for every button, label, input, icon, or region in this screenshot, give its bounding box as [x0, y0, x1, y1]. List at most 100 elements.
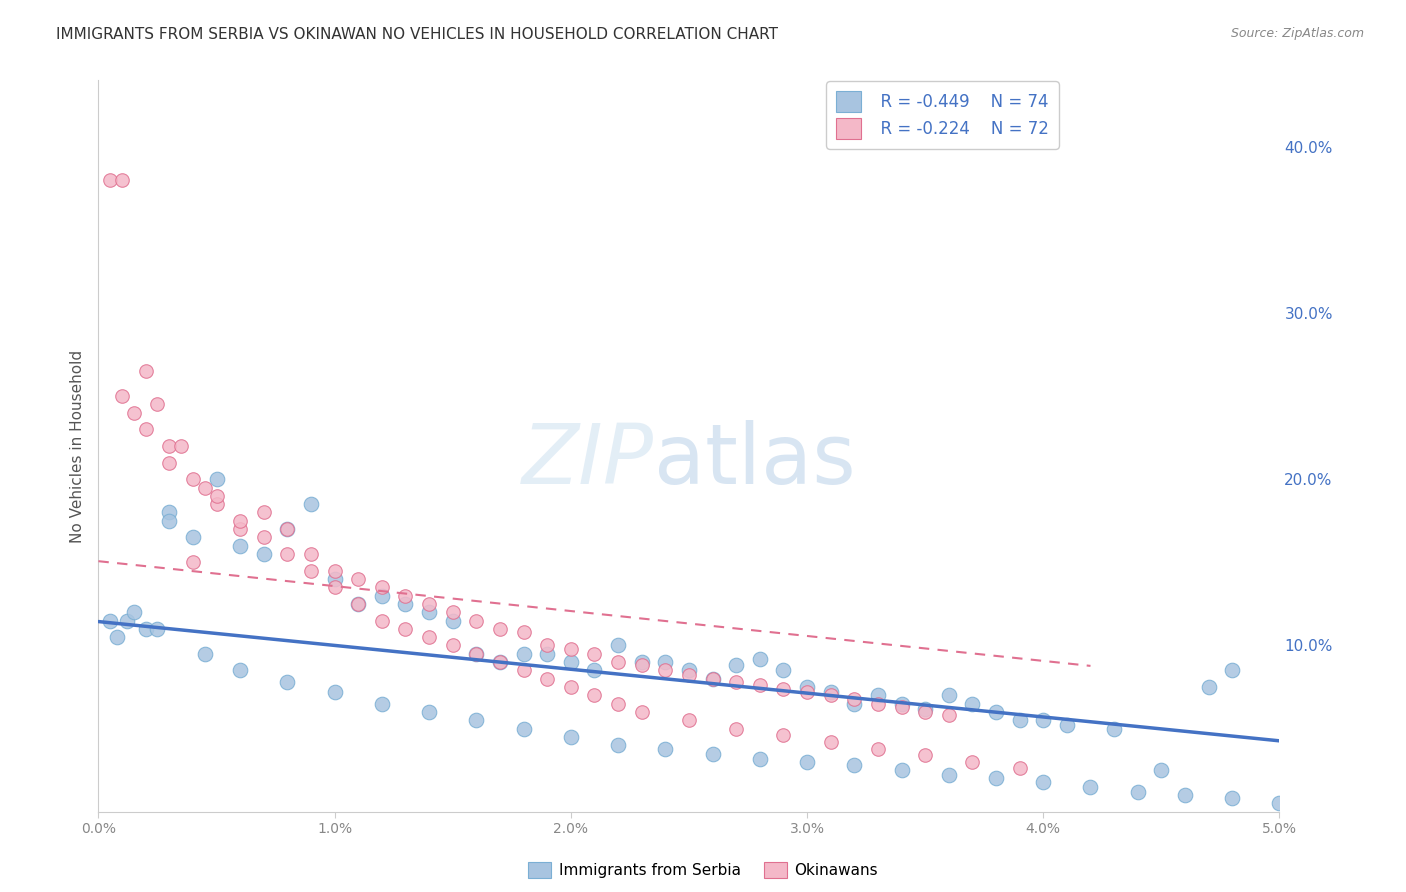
- Point: [371, 697, 394, 711]
- Point: [122, 605, 145, 619]
- Point: [748, 678, 770, 692]
- Point: [146, 397, 169, 411]
- Point: [607, 639, 630, 653]
- Point: [122, 406, 145, 420]
- Point: [489, 655, 512, 669]
- Point: [111, 173, 134, 187]
- Point: [844, 758, 866, 772]
- Point: [489, 622, 512, 636]
- Point: [441, 614, 464, 628]
- Point: [630, 705, 652, 719]
- Point: [205, 497, 228, 511]
- Point: [465, 647, 488, 661]
- Point: [135, 622, 157, 636]
- Point: [560, 641, 582, 656]
- Point: [418, 597, 440, 611]
- Point: [276, 522, 298, 536]
- Point: [844, 691, 866, 706]
- Point: [394, 622, 416, 636]
- Point: [536, 672, 558, 686]
- Point: [157, 439, 180, 453]
- Point: [607, 697, 630, 711]
- Point: [1056, 718, 1078, 732]
- Point: [323, 580, 346, 594]
- Point: [299, 547, 322, 561]
- Point: [962, 697, 984, 711]
- Point: [111, 389, 134, 403]
- Point: [630, 658, 652, 673]
- Point: [157, 506, 180, 520]
- Point: [299, 497, 322, 511]
- Point: [938, 708, 960, 723]
- Point: [725, 675, 748, 690]
- Point: [560, 730, 582, 744]
- Point: [1032, 714, 1054, 728]
- Point: [796, 680, 818, 694]
- Point: [489, 655, 512, 669]
- Point: [135, 422, 157, 436]
- Point: [820, 685, 842, 699]
- Point: [323, 564, 346, 578]
- Text: Source: ZipAtlas.com: Source: ZipAtlas.com: [1230, 27, 1364, 40]
- Point: [394, 589, 416, 603]
- Point: [1008, 762, 1031, 776]
- Point: [512, 625, 534, 640]
- Point: [702, 747, 724, 761]
- Point: [702, 672, 724, 686]
- Point: [654, 664, 676, 678]
- Point: [844, 697, 866, 711]
- Point: [748, 652, 770, 666]
- Point: [371, 614, 394, 628]
- Point: [1220, 791, 1243, 805]
- Point: [512, 647, 534, 661]
- Point: [914, 748, 936, 763]
- Point: [607, 738, 630, 752]
- Point: [194, 647, 217, 661]
- Point: [583, 664, 606, 678]
- Point: [441, 605, 464, 619]
- Point: [725, 722, 748, 736]
- Point: [984, 772, 1007, 786]
- Legend:   R = -0.449    N = 74,   R = -0.224    N = 72: R = -0.449 N = 74, R = -0.224 N = 72: [827, 81, 1059, 149]
- Text: ZIP: ZIP: [522, 420, 654, 501]
- Point: [347, 597, 370, 611]
- Point: [276, 522, 298, 536]
- Point: [181, 472, 204, 486]
- Point: [181, 555, 204, 569]
- Point: [1174, 788, 1197, 802]
- Point: [654, 741, 676, 756]
- Point: [678, 714, 700, 728]
- Point: [1032, 774, 1054, 789]
- Point: [347, 597, 370, 611]
- Point: [115, 614, 138, 628]
- Point: [984, 705, 1007, 719]
- Point: [229, 522, 252, 536]
- Point: [654, 655, 676, 669]
- Point: [253, 506, 276, 520]
- Point: [157, 514, 180, 528]
- Point: [890, 700, 912, 714]
- Point: [678, 668, 700, 682]
- Point: [914, 705, 936, 719]
- Point: [914, 701, 936, 715]
- Point: [299, 564, 322, 578]
- Point: [157, 456, 180, 470]
- Point: [276, 547, 298, 561]
- Point: [371, 589, 394, 603]
- Point: [253, 547, 276, 561]
- Point: [229, 664, 252, 678]
- Point: [725, 658, 748, 673]
- Point: [630, 655, 652, 669]
- Point: [820, 689, 842, 703]
- Point: [866, 689, 889, 703]
- Point: [938, 689, 960, 703]
- Point: [146, 622, 169, 636]
- Point: [607, 655, 630, 669]
- Y-axis label: No Vehicles in Household: No Vehicles in Household: [69, 350, 84, 542]
- Point: [890, 697, 912, 711]
- Point: [678, 664, 700, 678]
- Point: [560, 655, 582, 669]
- Point: [205, 489, 228, 503]
- Point: [98, 614, 121, 628]
- Point: [98, 173, 121, 187]
